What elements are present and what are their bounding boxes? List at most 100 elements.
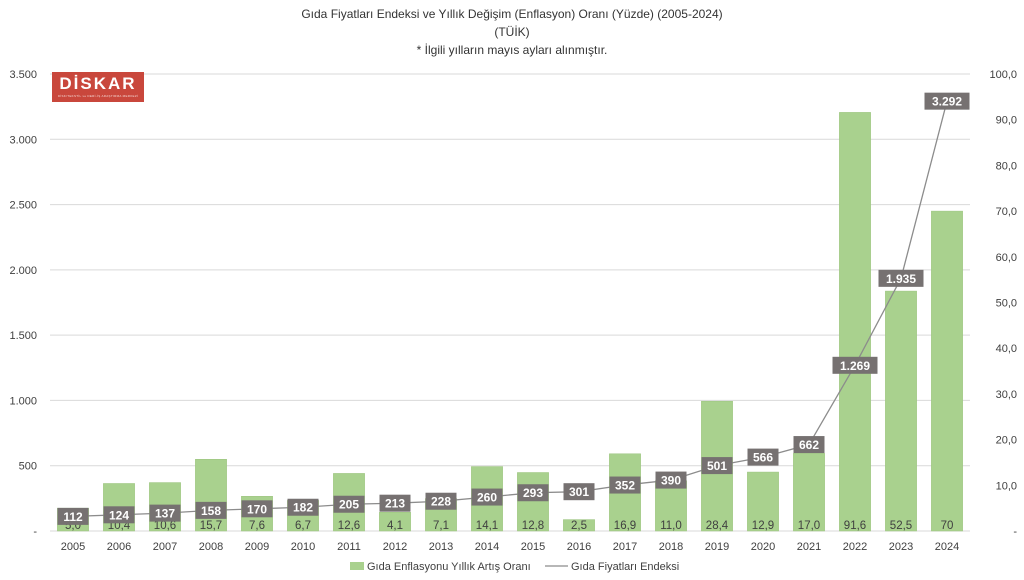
line-value-label: 137 [155, 507, 175, 521]
bar [379, 512, 411, 532]
line-value-label: 205 [339, 498, 359, 512]
x-tick-label: 2017 [613, 541, 637, 553]
line-label-box [333, 495, 365, 513]
line-value-label: 228 [431, 495, 451, 509]
y-right-tick-label: 70,0 [996, 206, 1017, 218]
line-value-label: 260 [477, 491, 497, 505]
line-label-box [701, 457, 733, 475]
bar-value-label: 16,9 [614, 520, 636, 532]
x-tick-label: 2018 [659, 541, 683, 553]
bar [931, 210, 963, 532]
y-right-tick-label: 20,0 [996, 435, 1017, 447]
x-tick-label: 2008 [199, 541, 223, 553]
bar-value-label: 10,6 [154, 520, 176, 532]
bar [563, 519, 595, 532]
y-right-tick-label: 90,0 [996, 115, 1017, 127]
bar-value-label: 4,1 [387, 520, 403, 532]
y-right-tick-label: 60,0 [996, 252, 1017, 264]
line-label-box [103, 506, 135, 524]
x-tick-label: 2012 [383, 541, 407, 553]
y-left-tick-label: - [33, 526, 37, 538]
line-label-box [241, 500, 273, 518]
bar-value-label: 6,7 [295, 520, 311, 532]
y-left-tick-label: 1.500 [9, 330, 37, 342]
chart-title: Gıda Fiyatları Endeksi ve Yıllık Değişim… [301, 7, 723, 21]
bar-value-label: 14,1 [476, 520, 498, 532]
bar [885, 290, 917, 532]
bar-value-label: 7,6 [249, 520, 265, 532]
line-value-label: 301 [569, 485, 589, 499]
line-value-label: 390 [661, 474, 681, 488]
x-tick-label: 2016 [567, 541, 591, 553]
y-left-tick-label: 3.000 [9, 134, 37, 146]
line-value-label: 170 [247, 502, 267, 516]
x-tick-label: 2024 [935, 541, 959, 553]
y-right-tick-label: - [1013, 526, 1017, 538]
line-label-box [287, 498, 319, 516]
line-label-box [563, 483, 595, 501]
y-right-tick-label: 40,0 [996, 343, 1017, 355]
line-value-label: 566 [753, 451, 773, 465]
bar [195, 459, 227, 532]
bar-value-label: 12,9 [752, 520, 774, 532]
legend-swatch-bar [350, 562, 364, 570]
line-value-label: 213 [385, 497, 405, 511]
x-tick-label: 2006 [107, 541, 131, 553]
logo-word: DİSKAR [59, 74, 137, 93]
y-right-tick-label: 50,0 [996, 298, 1017, 310]
line-label-box [655, 471, 687, 489]
line-value-label: 158 [201, 504, 221, 518]
line-label-box [924, 92, 970, 110]
line-value-label: 182 [293, 501, 313, 515]
x-tick-label: 2010 [291, 541, 315, 553]
x-tick-label: 2007 [153, 541, 177, 553]
y-left-tick-label: 500 [19, 461, 37, 473]
line-value-label: 1.269 [840, 359, 870, 373]
y-right-tick-label: 100,0 [989, 69, 1017, 81]
line-value-label: 293 [523, 486, 543, 500]
line-label-box [57, 507, 89, 525]
bar-value-label: 12,6 [338, 520, 360, 532]
line-value-label: 124 [109, 508, 129, 522]
bar-value-label: 17,0 [798, 520, 820, 532]
y-left-tick-label: 1.000 [9, 395, 37, 407]
line-label-box [832, 356, 878, 374]
logo-subtitle: DİSK/TEKSTİL ve DERİ-İŞ ARAŞTIRMA MERKEZ… [57, 94, 139, 98]
line-value-label: 3.292 [932, 95, 962, 109]
bar-value-label: 7,1 [433, 520, 449, 532]
chart-source: (TÜİK) [494, 25, 530, 39]
x-tick-label: 2005 [61, 541, 85, 553]
line-value-label: 501 [707, 459, 727, 473]
diskar-logo: DİSKAR DİSK/TEKSTİL ve DERİ-İŞ ARAŞTIRMA… [52, 72, 144, 102]
x-tick-label: 2022 [843, 541, 867, 553]
line-value-label: 352 [615, 479, 635, 493]
line-label-box [425, 492, 457, 510]
line-value-label: 112 [63, 510, 83, 524]
line-label-box [517, 484, 549, 502]
line-label-box [878, 269, 924, 287]
line-label-box [149, 504, 181, 522]
line-label-box [195, 501, 227, 519]
line-label-box [747, 448, 779, 466]
x-tick-label: 2021 [797, 541, 821, 553]
x-tick-label: 2023 [889, 541, 913, 553]
bar [747, 471, 779, 532]
bar-value-label: 70 [941, 520, 954, 532]
bar [517, 472, 549, 532]
y-left-tick-label: 2.000 [9, 265, 37, 277]
x-tick-label: 2013 [429, 541, 453, 553]
bar-value-label: 15,7 [200, 520, 222, 532]
bar [839, 112, 871, 532]
bar-value-label: 52,5 [890, 520, 912, 532]
bar [793, 453, 825, 532]
x-tick-label: 2014 [475, 541, 499, 553]
bar-value-label: 11,0 [660, 520, 682, 532]
legend-label-line: Gıda Fiyatları Endeksi [571, 561, 679, 573]
legend-label-bar: Gıda Enflasyonu Yıllık Artış Oranı [367, 561, 531, 573]
bar-value-label: 28,4 [706, 520, 729, 532]
line-label-box [379, 494, 411, 512]
bar [655, 480, 687, 532]
x-tick-label: 2019 [705, 541, 729, 553]
x-tick-label: 2015 [521, 541, 545, 553]
